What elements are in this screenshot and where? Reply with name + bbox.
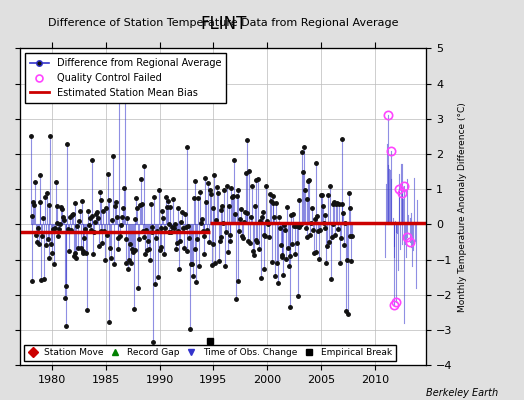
Title: FLINT: FLINT	[200, 15, 246, 33]
Text: Berkeley Earth: Berkeley Earth	[425, 388, 498, 398]
Text: Difference of Station Temperature Data from Regional Average: Difference of Station Temperature Data f…	[48, 18, 398, 28]
Y-axis label: Monthly Temperature Anomaly Difference (°C): Monthly Temperature Anomaly Difference (…	[458, 102, 467, 312]
Legend: Station Move, Record Gap, Time of Obs. Change, Empirical Break: Station Move, Record Gap, Time of Obs. C…	[25, 344, 396, 361]
